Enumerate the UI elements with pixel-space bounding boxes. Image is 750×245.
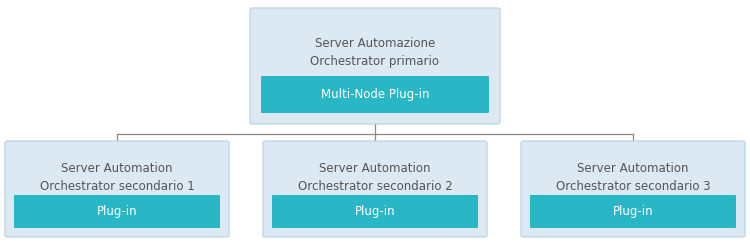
Text: Plug-in: Plug-in xyxy=(97,205,137,218)
Text: Plug-in: Plug-in xyxy=(355,205,395,218)
Text: Server Automazione
Orchestrator primario: Server Automazione Orchestrator primario xyxy=(310,37,440,68)
FancyBboxPatch shape xyxy=(250,8,500,124)
FancyBboxPatch shape xyxy=(272,195,478,228)
Text: Server Automation
Orchestrator secondario 3: Server Automation Orchestrator secondari… xyxy=(556,162,710,194)
FancyBboxPatch shape xyxy=(261,76,489,113)
Text: Plug-in: Plug-in xyxy=(613,205,653,218)
FancyBboxPatch shape xyxy=(530,195,736,228)
FancyBboxPatch shape xyxy=(5,141,229,237)
Text: Server Automation
Orchestrator secondario 2: Server Automation Orchestrator secondari… xyxy=(298,162,452,194)
FancyBboxPatch shape xyxy=(14,195,220,228)
FancyBboxPatch shape xyxy=(521,141,745,237)
Text: Multi-Node Plug-in: Multi-Node Plug-in xyxy=(321,88,429,101)
FancyBboxPatch shape xyxy=(263,141,487,237)
Text: Server Automation
Orchestrator secondario 1: Server Automation Orchestrator secondari… xyxy=(40,162,194,194)
